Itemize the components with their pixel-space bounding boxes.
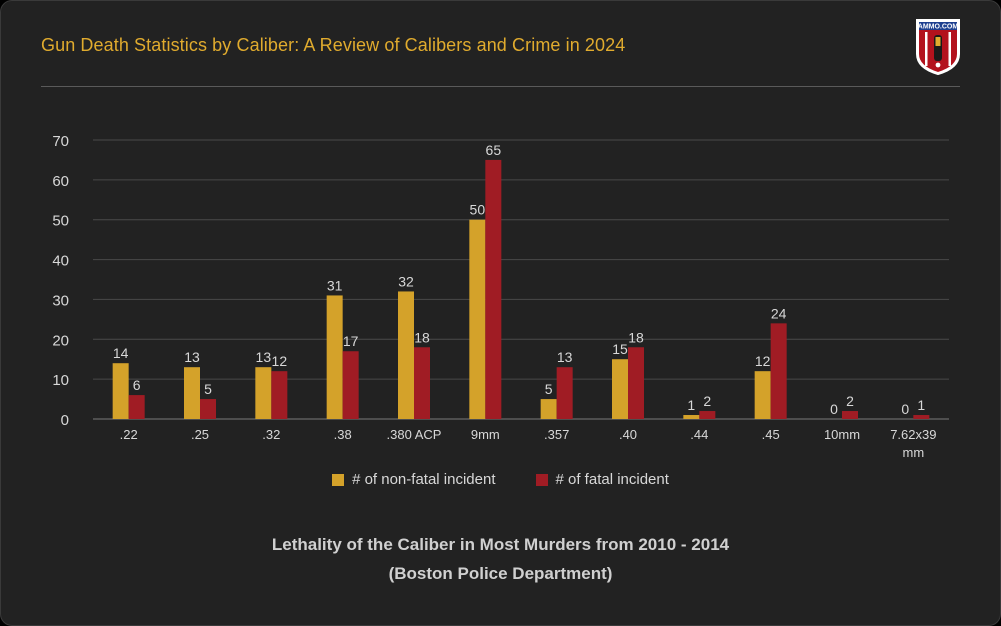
- bar-fatal: [485, 159, 502, 419]
- y-tick-label: 60: [52, 173, 69, 190]
- data-label-fatal: 5: [204, 381, 212, 397]
- data-label-non-fatal: 50: [470, 202, 486, 218]
- bar-non-fatal: [255, 367, 272, 419]
- ammo-logo: AMMO.COM: [916, 19, 960, 76]
- legend-swatch-fatal: [535, 473, 548, 486]
- y-tick-label: 40: [52, 253, 69, 270]
- x-tick-label: .44: [690, 427, 708, 442]
- data-label-non-fatal: 1: [687, 397, 695, 413]
- data-label-non-fatal: 31: [327, 277, 343, 293]
- data-label-non-fatal: 13: [256, 349, 272, 365]
- legend-item-fatal: # of fatal incident: [535, 471, 669, 488]
- legend-item-non-fatal: # of non-fatal incident: [332, 471, 496, 488]
- data-label-non-fatal: 13: [184, 349, 200, 365]
- bar-non-fatal: [612, 359, 628, 419]
- x-tick-label: .45: [762, 427, 780, 442]
- chart-legend: # of non-fatal incident # of fatal incid…: [1, 471, 1000, 488]
- x-tick-label: .25: [191, 427, 209, 442]
- data-label-non-fatal: 32: [398, 273, 414, 289]
- y-tick-label: 10: [52, 372, 69, 389]
- data-label-non-fatal: 12: [755, 353, 771, 369]
- data-label-fatal: 17: [343, 333, 359, 349]
- x-tick-label: .40: [619, 427, 637, 442]
- bar-fatal: [128, 395, 145, 419]
- bar-fatal: [271, 371, 288, 419]
- data-label-fatal: 65: [486, 142, 502, 158]
- bar-non-fatal: [326, 295, 343, 419]
- bar-fatal: [770, 323, 787, 419]
- x-tick-label: 7.62x39 mm: [890, 427, 936, 460]
- data-label-fatal: 1: [917, 397, 925, 413]
- x-tick-label: .22: [120, 427, 138, 442]
- logo-text: AMMO.COM: [918, 24, 959, 31]
- bar-fatal: [628, 347, 644, 419]
- data-label-fatal: 24: [771, 305, 787, 321]
- bar-non-fatal: [184, 367, 200, 419]
- data-label-fatal: 6: [133, 377, 141, 393]
- chart-source: (Boston Police Department): [388, 564, 613, 583]
- data-label-fatal: 2: [703, 393, 711, 409]
- data-label-fatal: 18: [414, 329, 430, 345]
- page-title: Gun Death Statistics by Caliber: A Revie…: [41, 35, 626, 55]
- data-label-non-fatal: 14: [113, 345, 129, 361]
- bar-fatal: [556, 367, 573, 419]
- y-tick-label: 70: [52, 133, 69, 150]
- chart-caption: Lethality of the Caliber in Most Murders…: [271, 535, 730, 554]
- x-tick-label: .38: [334, 427, 352, 442]
- data-label-fatal: 2: [846, 393, 854, 409]
- bar-fatal: [699, 411, 716, 419]
- bar-non-fatal: [540, 399, 557, 419]
- bar-fatal: [200, 399, 216, 419]
- bar-fatal: [842, 411, 858, 419]
- bar-fatal: [414, 347, 430, 419]
- bar-fatal: [342, 351, 359, 419]
- x-tick-label: .357: [544, 427, 569, 442]
- data-label-fatal: 12: [272, 353, 288, 369]
- data-label-non-fatal: 0: [901, 401, 909, 417]
- x-tick-label: .32: [262, 427, 280, 442]
- bar-non-fatal: [683, 415, 700, 419]
- data-label-non-fatal: 5: [545, 381, 553, 397]
- legend-label-fatal: # of fatal incident: [555, 471, 669, 488]
- data-label-fatal: 18: [628, 329, 644, 345]
- y-tick-label: 0: [61, 412, 69, 429]
- y-tick-label: 30: [52, 292, 69, 309]
- x-tick-label: 9mm: [471, 427, 500, 442]
- bar-non-fatal: [754, 371, 771, 419]
- title-divider: [41, 86, 960, 87]
- legend-label-non-fatal: # of non-fatal incident: [352, 471, 496, 488]
- data-label-non-fatal: 0: [830, 401, 838, 417]
- data-label-fatal: 13: [557, 349, 573, 365]
- y-tick-label: 50: [52, 213, 69, 230]
- bar-non-fatal: [469, 219, 486, 419]
- legend-swatch-non-fatal: [332, 473, 345, 486]
- bar-non-fatal: [398, 291, 414, 419]
- x-tick-label: .380 ACP: [387, 427, 442, 442]
- data-label-non-fatal: 15: [612, 341, 628, 357]
- bar-fatal: [913, 415, 930, 419]
- bar-non-fatal: [112, 363, 129, 419]
- x-tick-label: 10mm: [824, 427, 860, 442]
- y-tick-label: 20: [52, 332, 69, 349]
